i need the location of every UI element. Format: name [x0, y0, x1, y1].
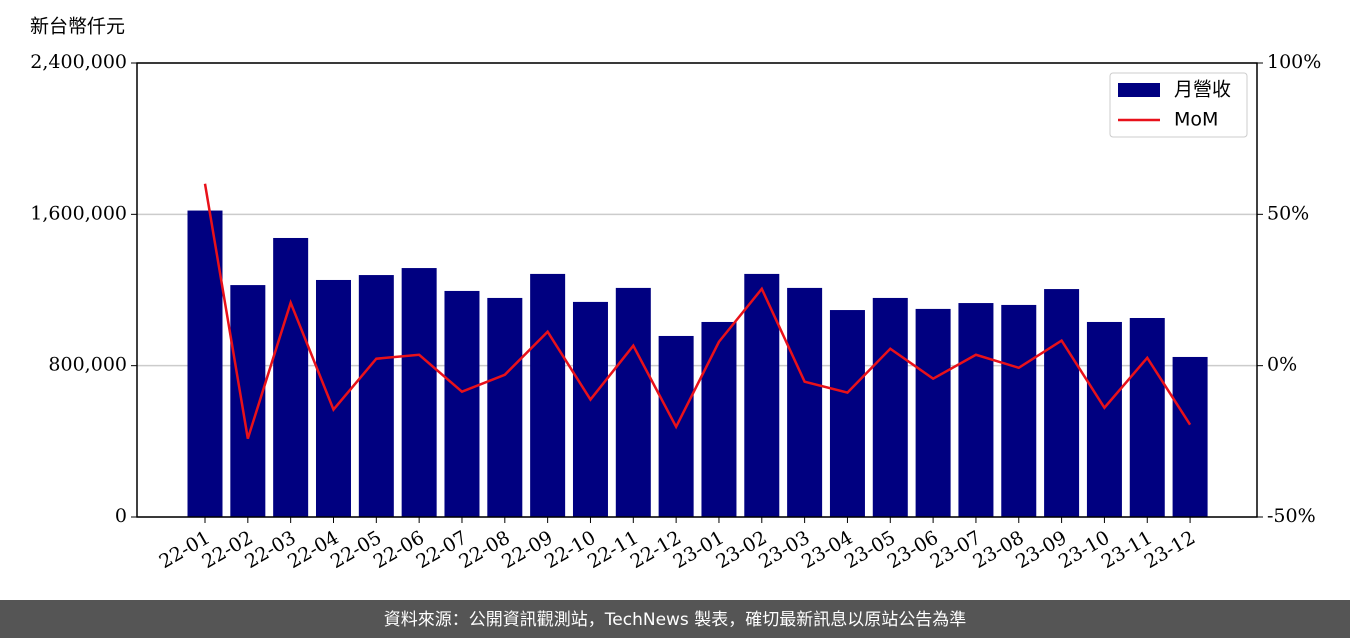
legend-swatch [1118, 83, 1160, 97]
y-tick-label: 800,000 [48, 354, 127, 376]
bar [829, 310, 865, 517]
bar [615, 287, 651, 517]
y-tick-label: 0 [115, 505, 127, 527]
plot-frame [136, 62, 1258, 518]
bar [358, 275, 394, 517]
bar [958, 303, 994, 517]
bar [872, 297, 908, 517]
bar [401, 268, 437, 517]
bar [530, 273, 566, 517]
bar [1172, 356, 1208, 517]
legend-label: MoM [1174, 109, 1218, 131]
bar [1001, 304, 1037, 517]
bar [787, 287, 823, 517]
y2-tick-label: 0% [1267, 354, 1297, 376]
bar [915, 308, 951, 517]
y2-tick-label: -50% [1267, 505, 1316, 527]
bar [701, 321, 737, 517]
bar [187, 210, 223, 518]
bar [744, 273, 780, 517]
bar [1044, 289, 1080, 517]
y-tick-label: 2,400,000 [30, 51, 127, 73]
legend-label: 月營收 [1174, 79, 1231, 101]
bar [1129, 317, 1165, 517]
y-axis-label: 新台幣仟元 [30, 16, 125, 38]
bar [273, 237, 309, 517]
bar [315, 279, 351, 517]
bar [487, 297, 523, 517]
bar [572, 301, 608, 517]
source-note: 資料來源：公開資訊觀測站，TechNews 製表，確切最新訊息以原站公告為準 [384, 610, 966, 630]
bar [444, 290, 480, 517]
y-tick-label: 1,600,000 [30, 202, 127, 224]
mom-line [203, 183, 1192, 439]
y2-tick-label: 50% [1267, 202, 1309, 224]
x-tick-label: 23-12 [1141, 527, 1199, 573]
bar [1086, 321, 1122, 517]
y2-tick-label: 100% [1267, 51, 1321, 73]
footer-bar [0, 600, 1350, 638]
